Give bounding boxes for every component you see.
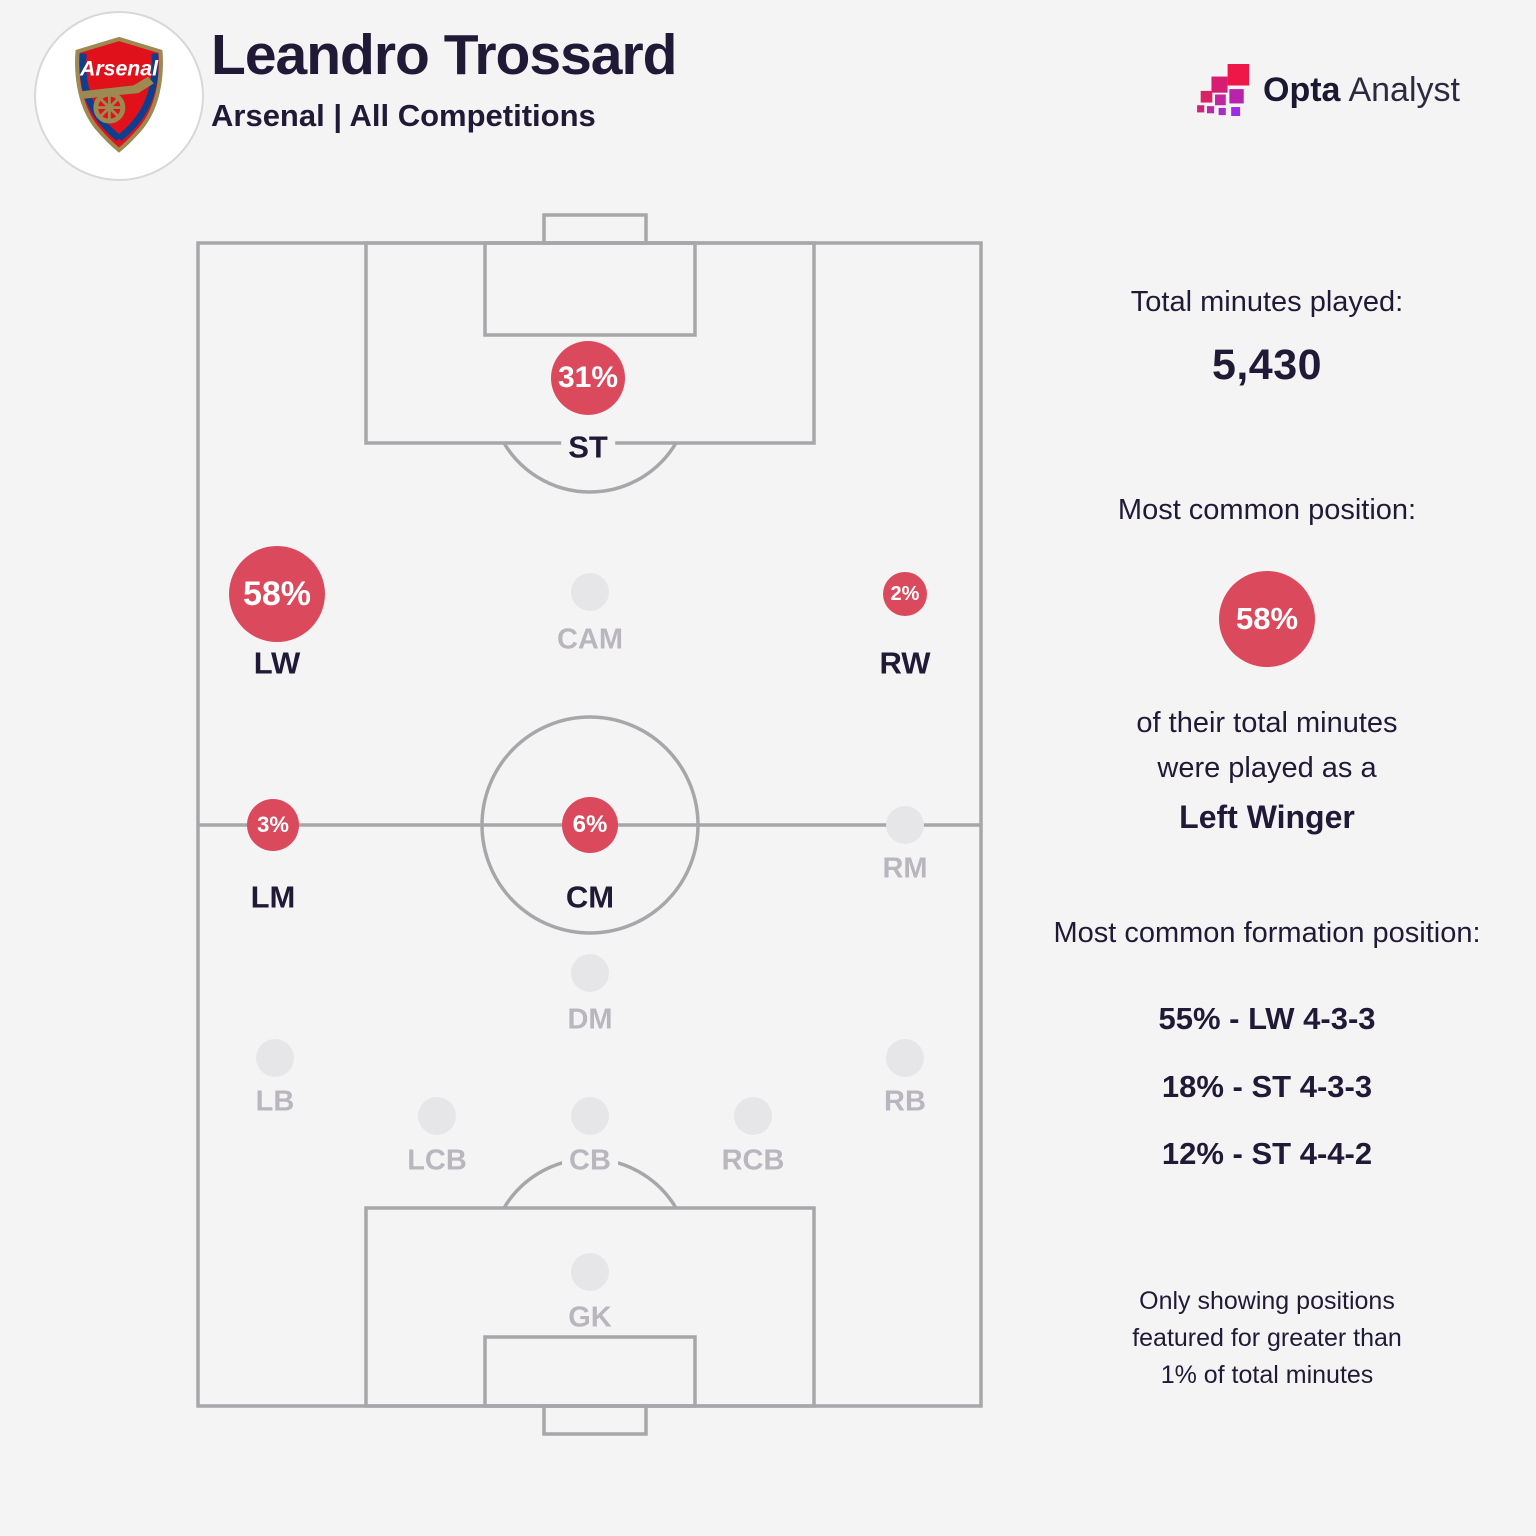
footnote-line-1: Only showing positions — [1139, 1287, 1395, 1315]
opta-logo-text: Opta Analyst — [1263, 71, 1460, 110]
bottom-six-yard-box — [483, 1335, 697, 1408]
position-label-lw: LW — [246, 646, 308, 680]
page-title: Leandro Trossard — [211, 23, 677, 87]
center-circle — [480, 715, 700, 935]
most-common-position-pct: 58% — [1235, 601, 1299, 636]
most-common-position-label: Most common position: — [1117, 494, 1417, 526]
opta-logo-icon — [1197, 64, 1250, 116]
header-title-block: Leandro Trossard Arsenal | All Competiti… — [211, 23, 677, 134]
position-marker-gk — [571, 1253, 609, 1291]
position-label-rcb: RCB — [714, 1145, 792, 1177]
most-common-position-description: of their total minutes were played as a — [1000, 701, 1534, 791]
position-label-cb: CB — [562, 1145, 618, 1177]
position-label-cam: CAM — [549, 624, 631, 656]
arsenal-crest-icon: Arsenal — [75, 36, 163, 153]
position-label-rm: RM — [875, 853, 935, 885]
opta-analyst-logo: Opta Analyst — [1197, 64, 1460, 116]
top-goal — [542, 213, 648, 245]
footnote-line-3: 1% of total minutes — [1160, 1361, 1374, 1389]
position-label-lb: LB — [248, 1086, 302, 1118]
position-marker-rm — [886, 806, 924, 844]
position-pct-rw: 2% — [890, 582, 920, 605]
page-subtitle: Arsenal | All Competitions — [211, 97, 596, 133]
position-marker-dm — [571, 954, 609, 992]
footnote-line-2: featured for greater than — [1132, 1324, 1402, 1352]
formation-stat-3: 12% - ST 4-4-2 — [1161, 1136, 1373, 1171]
arsenal-club-badge: Arsenal — [34, 11, 204, 181]
formation-stat-1: 55% - LW 4-3-3 — [1158, 1001, 1376, 1036]
opta-logo-word-analyst: Analyst — [1348, 70, 1460, 109]
position-marker-lw: 58% — [229, 546, 325, 642]
total-minutes-value: 5,430 — [1211, 341, 1323, 389]
position-label-rw: RW — [872, 646, 938, 680]
top-penalty-arc — [502, 442, 678, 494]
top-six-yard-box — [483, 241, 697, 337]
position-pct-st: 31% — [557, 361, 619, 394]
position-marker-cb — [571, 1097, 609, 1135]
description-line-2: were played as a — [1157, 752, 1377, 784]
position-marker-st: 31% — [551, 341, 625, 415]
position-marker-rw: 2% — [883, 572, 927, 616]
position-label-st: ST — [561, 430, 615, 464]
most-common-position-circle: 58% — [1219, 571, 1315, 667]
position-label-dm: DM — [560, 1004, 620, 1036]
position-pct-cm: 6% — [572, 811, 608, 838]
position-label-lcb: LCB — [400, 1145, 474, 1177]
total-minutes-label: Total minutes played: — [1130, 286, 1404, 318]
opta-logo-word-opta: Opta — [1263, 70, 1341, 109]
position-pct-lm: 3% — [257, 812, 289, 837]
formation-stat-2: 18% - ST 4-3-3 — [1161, 1069, 1373, 1104]
position-marker-lcb — [418, 1097, 456, 1135]
position-marker-lb — [256, 1039, 294, 1077]
position-marker-lm: 3% — [247, 799, 299, 851]
most-common-position-name: Left Winger — [1179, 799, 1355, 835]
footnote: Only showing positions featured for grea… — [1000, 1283, 1534, 1394]
position-pct-lw: 58% — [242, 574, 312, 613]
position-label-rb: RB — [877, 1086, 933, 1118]
position-marker-rb — [886, 1039, 924, 1077]
position-marker-cm: 6% — [562, 797, 618, 853]
position-marker-cam — [571, 573, 609, 611]
formation-position-label: Most common formation position: — [1053, 917, 1481, 949]
position-label-cm: CM — [558, 880, 622, 914]
position-label-gk: GK — [561, 1302, 619, 1334]
svg-text:Arsenal: Arsenal — [79, 57, 159, 81]
description-line-1: of their total minutes — [1136, 707, 1398, 739]
position-marker-rcb — [734, 1097, 772, 1135]
position-label-lm: LM — [243, 880, 303, 914]
bottom-goal — [542, 1404, 648, 1436]
